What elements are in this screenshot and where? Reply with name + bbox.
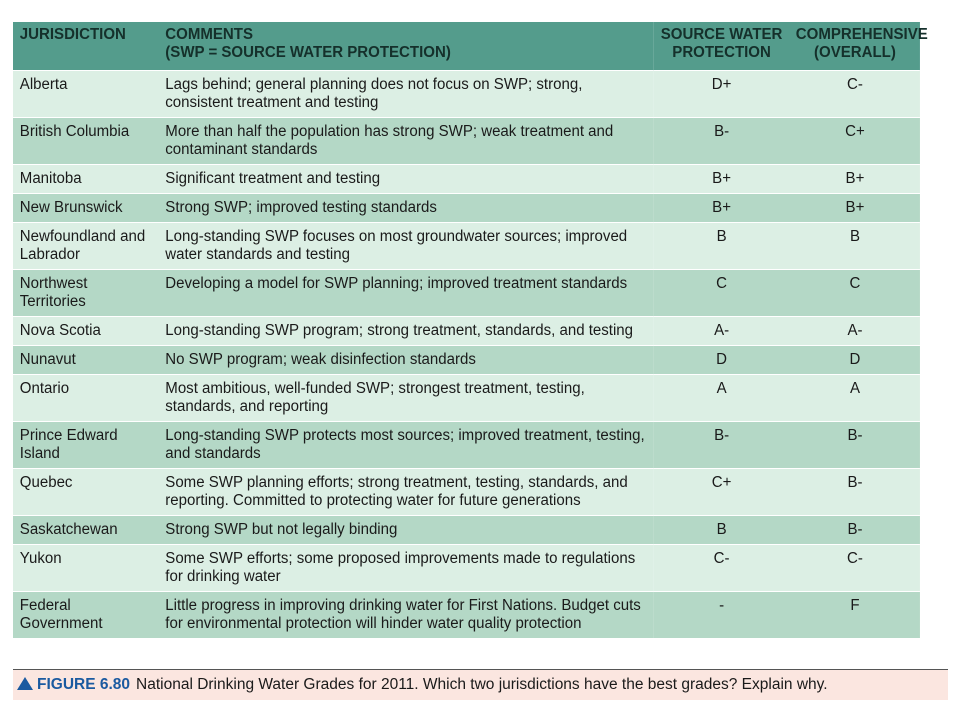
overall-grade-cell: B+ xyxy=(789,193,920,223)
table-row: Quebec Some SWP planning efforts; strong… xyxy=(13,468,920,516)
swp-grade-cell: D+ xyxy=(653,70,789,118)
overall-grade-cell: A- xyxy=(789,316,920,346)
swp-grade-cell: B xyxy=(653,515,789,545)
figure-label: FIGURE 6.80 xyxy=(37,676,131,693)
overall-grade-cell: C- xyxy=(789,70,920,118)
comment-cell: Long-standing SWP focuses on most ground… xyxy=(158,222,654,270)
swp-grade-cell: B xyxy=(653,222,789,270)
table-row: Saskatchewan Strong SWP but not legally … xyxy=(13,515,920,545)
overall-grade-cell: A xyxy=(789,374,920,422)
table-row: Northwest Territories Developing a model… xyxy=(13,269,920,317)
triangle-up-icon xyxy=(17,677,33,690)
swp-grade-cell: A- xyxy=(653,316,789,346)
caption-text: National Drinking Water Grades for 2011.… xyxy=(136,676,828,693)
overall-grade-cell: B xyxy=(789,222,920,270)
table-row: Prince Edward Island Long-standing SWP p… xyxy=(13,421,920,469)
comment-cell: Long-standing SWP program; strong treatm… xyxy=(158,316,654,346)
overall-grade-cell: B+ xyxy=(789,164,920,194)
overall-grade-cell: D xyxy=(789,345,920,375)
header-comp-line1: COMPREHENSIVE xyxy=(795,26,928,43)
table-row: Ontario Most ambitious, well-funded SWP;… xyxy=(13,374,920,422)
jurisdiction-cell: Ontario xyxy=(13,374,159,422)
jurisdiction-cell: Prince Edward Island xyxy=(13,421,159,469)
jurisdiction-cell: Manitoba xyxy=(13,164,159,194)
swp-grade-cell: B- xyxy=(653,421,789,469)
comment-cell: Developing a model for SWP planning; imp… xyxy=(158,269,654,317)
jurisdiction-cell: Federal Government xyxy=(13,591,159,638)
table-row: British Columbia More than half the popu… xyxy=(13,117,920,165)
swp-grade-cell: A xyxy=(653,374,789,422)
header-jurisdiction-label: JURISDICTION xyxy=(19,26,126,43)
comment-cell: Long-standing SWP protects most sources;… xyxy=(158,421,654,469)
comment-cell: No SWP program; weak disinfection standa… xyxy=(158,345,654,375)
comment-cell: Little progress in improving drinking wa… xyxy=(158,591,654,638)
comment-cell: Lags behind; general planning does not f… xyxy=(158,70,654,118)
overall-grade-cell: C+ xyxy=(789,117,920,165)
header-comments: COMMENTS (SWP = SOURCE WATER PROTECTION) xyxy=(158,22,654,71)
overall-grade-cell: C- xyxy=(789,544,920,592)
jurisdiction-cell: Yukon xyxy=(13,544,159,592)
comment-cell: More than half the population has strong… xyxy=(158,117,654,165)
overall-grade-cell: B- xyxy=(789,468,920,516)
swp-grade-cell: C+ xyxy=(653,468,789,516)
table-row: New Brunswick Strong SWP; improved testi… xyxy=(13,193,920,223)
table-row: Alberta Lags behind; general planning do… xyxy=(13,70,920,118)
table-body: Alberta Lags behind; general planning do… xyxy=(13,70,920,638)
header-comp-line2: (OVERALL) xyxy=(814,44,896,61)
comment-cell: Some SWP efforts; some proposed improvem… xyxy=(158,544,654,592)
table-row: Manitoba Significant treatment and testi… xyxy=(13,164,920,194)
overall-grade-cell: F xyxy=(789,591,920,638)
header-swp: SOURCE WATER PROTECTION xyxy=(653,22,789,71)
table-header: JURISDICTION COMMENTS (SWP = SOURCE WATER… xyxy=(13,22,928,71)
swp-grade-cell: C- xyxy=(653,544,789,592)
grades-table-container: JURISDICTION COMMENTS (SWP = SOURCE WATER… xyxy=(13,22,948,638)
table-row: Nova Scotia Long-standing SWP program; s… xyxy=(13,316,920,346)
jurisdiction-cell: Quebec xyxy=(13,468,159,516)
comment-cell: Strong SWP but not legally binding xyxy=(158,515,654,545)
jurisdiction-cell: Newfoundland and Labrador xyxy=(13,222,159,270)
jurisdiction-cell: Nunavut xyxy=(13,345,159,375)
comment-cell: Some SWP planning efforts; strong treatm… xyxy=(158,468,654,516)
jurisdiction-cell: Northwest Territories xyxy=(13,269,159,317)
jurisdiction-cell: British Columbia xyxy=(13,117,159,165)
header-swp-line2: PROTECTION xyxy=(672,44,771,61)
jurisdiction-cell: Saskatchewan xyxy=(13,515,159,545)
jurisdiction-cell: Alberta xyxy=(13,70,159,118)
header-comments-line1: COMMENTS xyxy=(165,26,253,43)
header-row: JURISDICTION COMMENTS (SWP = SOURCE WATER… xyxy=(13,22,928,71)
swp-grade-cell: B+ xyxy=(653,193,789,223)
header-comprehensive: COMPREHENSIVE (OVERALL) xyxy=(789,22,928,71)
swp-grade-cell: B- xyxy=(653,117,789,165)
table-row: Newfoundland and Labrador Long-standing … xyxy=(13,222,920,270)
overall-grade-cell: C xyxy=(789,269,920,317)
grades-table: JURISDICTION COMMENTS (SWP = SOURCE WATER… xyxy=(13,22,928,638)
comment-cell: Significant treatment and testing xyxy=(158,164,654,194)
swp-grade-cell: - xyxy=(653,591,789,638)
swp-grade-cell: C xyxy=(653,269,789,317)
header-comments-line2: (SWP = SOURCE WATER PROTECTION) xyxy=(165,44,451,61)
overall-grade-cell: B- xyxy=(789,515,920,545)
swp-grade-cell: B+ xyxy=(653,164,789,194)
overall-grade-cell: B- xyxy=(789,421,920,469)
jurisdiction-cell: Nova Scotia xyxy=(13,316,159,346)
comment-cell: Most ambitious, well-funded SWP; stronge… xyxy=(158,374,654,422)
jurisdiction-cell: New Brunswick xyxy=(13,193,159,223)
figure-caption: FIGURE 6.80 National Drinking Water Grade… xyxy=(13,669,948,700)
table-row: Federal Government Little progress in im… xyxy=(13,591,920,638)
header-swp-line1: SOURCE WATER xyxy=(660,26,783,43)
header-jurisdiction: JURISDICTION xyxy=(13,22,159,71)
table-row: Yukon Some SWP efforts; some proposed im… xyxy=(13,544,920,592)
swp-grade-cell: D xyxy=(653,345,789,375)
comment-cell: Strong SWP; improved testing standards xyxy=(158,193,654,223)
table-row: Nunavut No SWP program; weak disinfectio… xyxy=(13,345,920,375)
